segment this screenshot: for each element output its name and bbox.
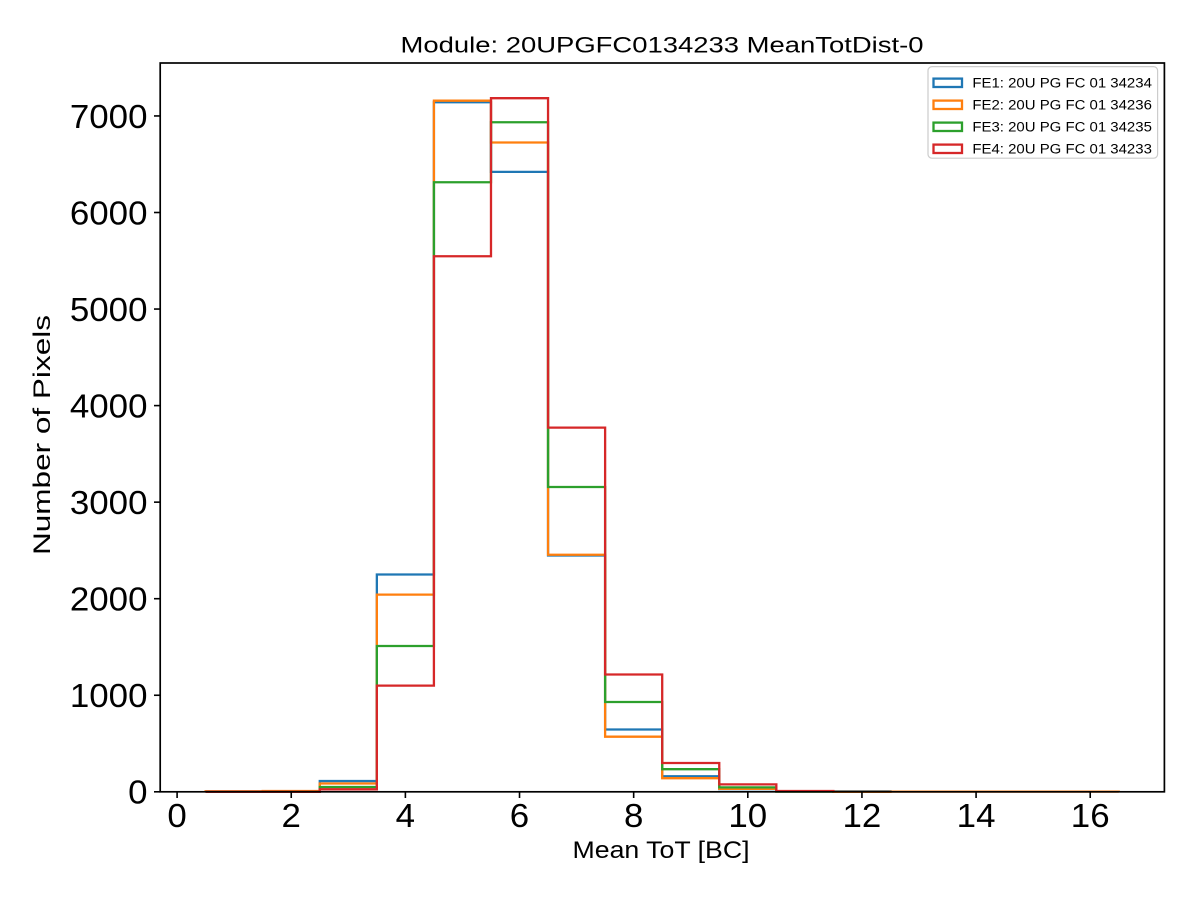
svg-text:FE2: 20U PG FC 01 34236: FE2: 20U PG FC 01 34236	[972, 98, 1152, 113]
svg-text:0: 0	[128, 774, 147, 811]
svg-text:6000: 6000	[70, 194, 148, 231]
svg-text:1000: 1000	[70, 677, 148, 714]
svg-text:Mean ToT [BC]: Mean ToT [BC]	[573, 837, 750, 864]
svg-text:6: 6	[510, 797, 529, 834]
svg-text:FE4: 20U PG FC 01 34233: FE4: 20U PG FC 01 34233	[972, 142, 1152, 157]
svg-text:2: 2	[282, 797, 301, 834]
svg-text:0: 0	[167, 797, 186, 834]
svg-text:3000: 3000	[70, 484, 148, 521]
svg-text:5000: 5000	[70, 291, 148, 328]
svg-text:4: 4	[396, 797, 415, 834]
svg-text:Number of Pixels: Number of Pixels	[29, 315, 56, 555]
svg-text:Module: 20UPGFC0134233 MeanTot: Module: 20UPGFC0134233 MeanTotDist-0	[401, 33, 924, 58]
svg-text:4000: 4000	[70, 387, 148, 424]
svg-text:7000: 7000	[70, 98, 148, 135]
svg-text:8: 8	[624, 797, 643, 834]
svg-text:14: 14	[957, 797, 996, 834]
svg-text:10: 10	[728, 797, 767, 834]
svg-text:12: 12	[843, 797, 882, 834]
svg-text:16: 16	[1071, 797, 1110, 834]
svg-text:FE1: 20U PG FC 01 34234: FE1: 20U PG FC 01 34234	[972, 76, 1152, 91]
svg-text:FE3: 20U PG FC 01 34235: FE3: 20U PG FC 01 34235	[972, 120, 1152, 135]
svg-text:2000: 2000	[70, 581, 148, 618]
